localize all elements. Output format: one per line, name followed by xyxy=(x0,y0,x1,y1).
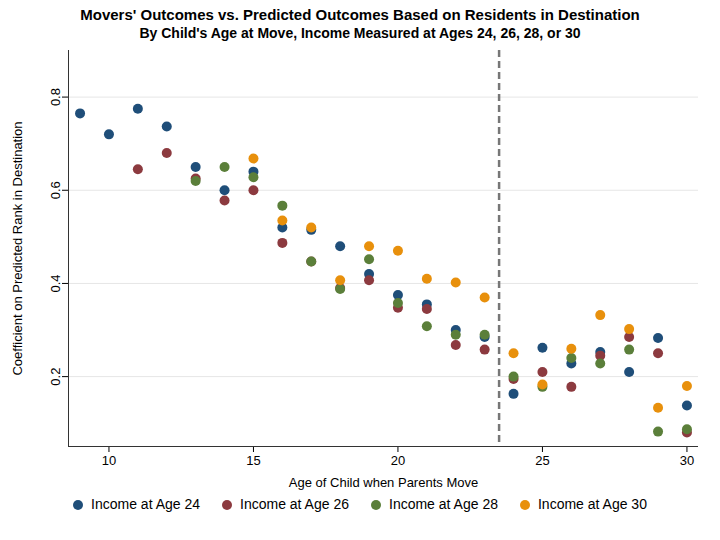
svg-text:0.6: 0.6 xyxy=(48,181,63,199)
svg-text:Coefficient on Predicted Rank: Coefficient on Predicted Rank in Destina… xyxy=(10,121,25,375)
svg-text:10: 10 xyxy=(102,453,116,468)
svg-text:25: 25 xyxy=(535,453,549,468)
svg-text:20: 20 xyxy=(391,453,405,468)
html-text:By Child's Age at Move, Income: By Child's Age at Move, Income Measured … xyxy=(139,25,581,41)
svg-text:0.2: 0.2 xyxy=(48,368,63,386)
html-text:Income at Age 26: Income at Age 26 xyxy=(240,496,349,512)
svg-text:Age of Child when Parents Move: Age of Child when Parents Move xyxy=(289,475,478,490)
svg-text:30: 30 xyxy=(680,453,694,468)
html-text:Income at Age 30: Income at Age 30 xyxy=(538,496,647,512)
html-text:Income at Age 24: Income at Age 24 xyxy=(91,496,200,512)
svg-text:0.4: 0.4 xyxy=(48,274,63,292)
svg-text:0.8: 0.8 xyxy=(48,88,63,106)
svg-text:15: 15 xyxy=(246,453,260,468)
html-text:Movers' Outcomes vs. Predicted: Movers' Outcomes vs. Predicted Outcomes … xyxy=(80,6,640,23)
html-text:Income at Age 28: Income at Age 28 xyxy=(389,496,498,512)
